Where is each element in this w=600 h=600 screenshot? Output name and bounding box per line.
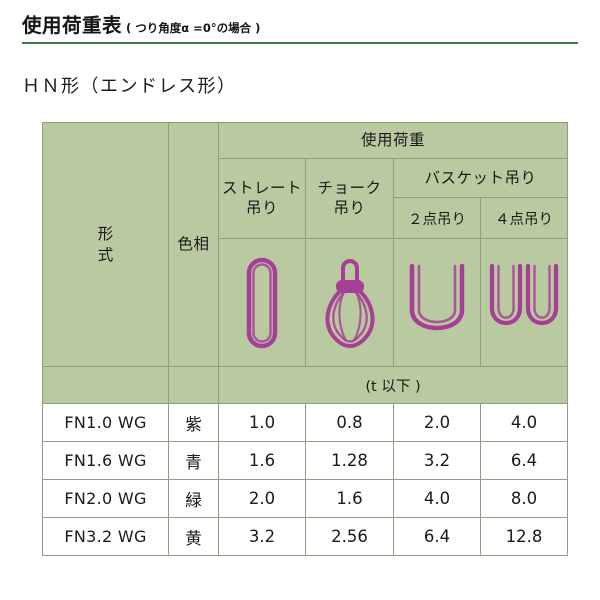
choke-sling-icon [324, 258, 375, 348]
table-row: FN1.0 WG 紫 1.0 0.8 2.0 4.0 [42, 403, 569, 442]
icon-cell-choke [305, 238, 394, 367]
header-type-line1: 形 [97, 225, 114, 244]
cell-color-swatch: 青 [168, 441, 219, 480]
icon-cell-straight [218, 238, 306, 367]
header-cell-basket-4point: ４点吊り [479, 197, 569, 239]
header-cell-basket-2point: ２点吊り [393, 197, 481, 239]
header-choke-line1: チョーク [317, 179, 382, 198]
unit-label: (t 以下 ) [365, 378, 421, 395]
unit-cell-color [168, 366, 219, 404]
page-title-note: ( つり角度α =0°の場合 ) [126, 21, 261, 35]
header-basket-4point-label: ４点吊り [495, 211, 553, 228]
cell-basket-4point: 8.0 [479, 479, 569, 518]
straight-sling-icon [246, 257, 278, 348]
cell-choke: 1.28 [305, 441, 394, 480]
table-header-row-icons [43, 238, 569, 367]
header-working-load-label: 使用荷重 [361, 131, 426, 150]
table-row: FN1.6 WG 青 1.6 1.28 3.2 6.4 [42, 441, 569, 480]
cell-basket-2point: 6.4 [393, 517, 481, 556]
cell-basket-2point: 3.2 [393, 441, 481, 480]
section-subtitle: ＨＮ形（エンドレス形） [22, 76, 237, 97]
table-header-row-group: 形 式 色相 使用荷重 [42, 122, 569, 367]
cell-basket-4point: 4.0 [479, 403, 569, 442]
title-divider [22, 42, 578, 44]
header-cell-straight: ストレート 吊り [218, 158, 306, 239]
cell-basket-4point: 12.8 [479, 517, 569, 556]
basket-2point-sling-icon [409, 263, 465, 330]
cell-color-swatch: 黄 [168, 517, 219, 556]
cell-basket-4point: 6.4 [479, 441, 569, 480]
header-straight-line2: 吊り [245, 198, 278, 217]
cell-model: FN3.2 WG [42, 517, 169, 556]
working-load-table: 形 式 色相 使用荷重 ストレート 吊り チョーク [42, 122, 569, 556]
cell-choke: 0.8 [305, 403, 394, 442]
header-straight-line1: ストレート [221, 179, 302, 198]
cell-straight: 3.2 [218, 517, 306, 556]
cell-basket-2point: 2.0 [393, 403, 481, 442]
cell-color-swatch: 緑 [168, 479, 219, 518]
page-header: 使用荷重表 ( つり角度α =0°の場合 ) [0, 0, 600, 46]
header-color-label: 色相 [177, 235, 210, 254]
header-type-line2: 式 [97, 245, 114, 264]
cell-straight: 2.0 [218, 479, 306, 518]
table-row: FN3.2 WG 黄 3.2 2.56 6.4 12.8 [42, 517, 569, 556]
unit-cell-type [42, 366, 169, 404]
cell-straight: 1.6 [218, 441, 306, 480]
page-title: 使用荷重表 [22, 14, 123, 37]
cell-model: FN1.0 WG [42, 403, 169, 442]
header-cell-choke: チョーク 吊り [305, 158, 394, 239]
header-choke-line2: 吊り [333, 198, 366, 217]
table-unit-row: (t 以下 ) [42, 366, 569, 404]
cell-color-swatch: 紫 [168, 403, 219, 442]
cell-basket-2point: 4.0 [393, 479, 481, 518]
cell-model: FN1.6 WG [42, 441, 169, 480]
cell-model: FN2.0 WG [42, 479, 169, 518]
unit-cell-label: (t 以下 ) [217, 366, 569, 404]
header-basket-2point-label: ２点吊り [408, 211, 466, 228]
cell-straight: 1.0 [218, 403, 306, 442]
basket-4point-sling-icon [489, 263, 559, 325]
table-row: FN2.0 WG 緑 2.0 1.6 4.0 8.0 [42, 479, 569, 518]
header-cell-working-load: 使用荷重 [217, 122, 569, 159]
cell-choke: 2.56 [305, 517, 394, 556]
cell-choke: 1.6 [305, 479, 394, 518]
icon-cell-basket-4point [479, 238, 569, 367]
header-basket-label: バスケット吊り [424, 168, 537, 187]
table-header-row-methods: ストレート 吊り チョーク 吊り バスケット吊り [43, 158, 569, 239]
icon-cell-basket-2point [393, 238, 481, 367]
header-cell-color: 色相 [168, 122, 219, 367]
table-header-row-basket-points: ２点吊り ４点吊り [43, 197, 569, 239]
header-cell-basket: バスケット吊り [392, 158, 569, 198]
title-row: 使用荷重表 ( つり角度α =0°の場合 ) [22, 9, 260, 38]
header-cell-type: 形 式 [42, 122, 169, 367]
